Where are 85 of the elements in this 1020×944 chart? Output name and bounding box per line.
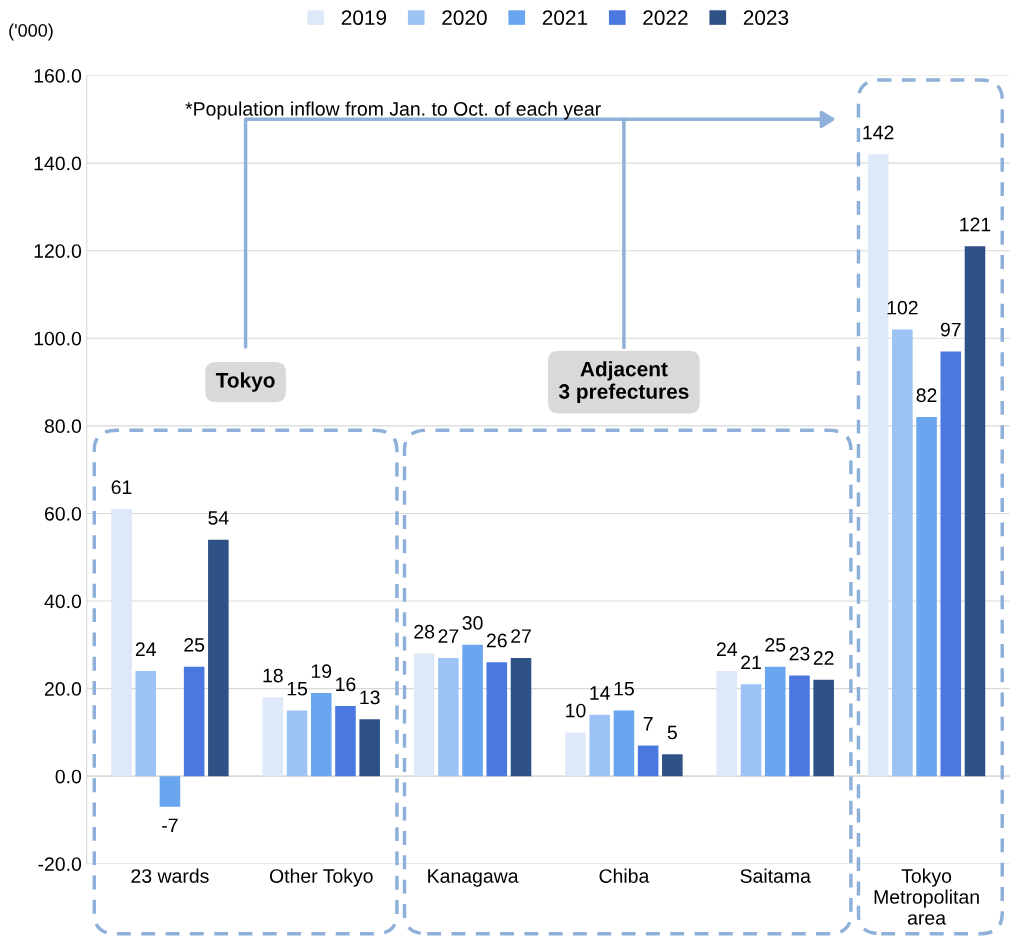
data-label: 5 <box>667 725 677 740</box>
bar <box>159 776 181 807</box>
data-label: 102 <box>887 300 918 315</box>
data-label: 28 <box>414 624 435 639</box>
y-tick-label: 120.0 <box>34 244 82 258</box>
annotation: *Population inflow from Jan. to Oct. of each year <box>185 101 601 120</box>
data-label: 25 <box>765 637 786 652</box>
data-label: 27 <box>511 629 531 643</box>
data-label: 15 <box>614 681 634 696</box>
bar <box>892 329 913 777</box>
bar <box>964 246 986 777</box>
bar <box>335 706 356 777</box>
data-label: 61 <box>111 480 132 495</box>
data-label: -7 <box>162 818 178 833</box>
data-label: 27 <box>438 629 459 643</box>
bar <box>359 719 380 777</box>
data-label: 121 <box>960 217 991 232</box>
bar <box>183 666 205 777</box>
bar <box>867 154 889 777</box>
bar <box>740 684 762 777</box>
data-label: 82 <box>916 388 937 403</box>
x-tick-label: Other Tokyo <box>269 868 373 887</box>
bar <box>916 417 937 777</box>
data-label: 13 <box>360 690 380 705</box>
text: ('000) <box>9 23 53 41</box>
bar <box>486 662 508 777</box>
y-tick-label: 60.0 <box>44 506 82 521</box>
bar <box>462 644 483 777</box>
bar <box>637 745 659 777</box>
bar <box>589 714 610 777</box>
data-label: 54 <box>208 511 229 525</box>
legend-label: 2021 <box>542 10 588 26</box>
legend-label: 2022 <box>643 10 688 26</box>
data-label: 25 <box>184 637 205 652</box>
data-label: 26 <box>486 633 507 648</box>
bar <box>262 697 284 777</box>
bar <box>789 675 810 777</box>
data-label: 97 <box>940 322 961 337</box>
bar <box>111 509 132 777</box>
data-label: 142 <box>863 125 894 140</box>
data-label: 24 <box>135 642 156 656</box>
data-label: 30 <box>462 616 483 630</box>
data-label: 22 <box>813 651 834 665</box>
x-tick-label: Tokyo Metropolitan area <box>874 868 979 925</box>
bar <box>716 671 738 777</box>
data-label: 7 <box>643 717 653 731</box>
bar <box>510 657 532 777</box>
bar <box>662 754 683 777</box>
y-tick-label: 0.0 <box>55 769 82 784</box>
y-tick-label: -20.0 <box>38 857 82 871</box>
data-label: 18 <box>263 668 283 683</box>
data-label: 15 <box>287 681 308 696</box>
data-label: 23 <box>789 646 810 661</box>
bar <box>613 710 635 777</box>
y-tick-label: 20.0 <box>44 682 82 696</box>
y-tick-label: 160.0 <box>34 68 82 83</box>
bar <box>413 653 435 777</box>
y-tick-label: 40.0 <box>44 594 82 609</box>
bar <box>286 710 308 777</box>
x-tick-label: Saitama <box>740 868 811 883</box>
legend-label: 2023 <box>743 10 789 26</box>
bar <box>940 351 962 777</box>
x-tick-label: Chiba <box>599 868 650 883</box>
bar <box>310 692 332 777</box>
x-tick-label: 23 wards <box>131 868 209 883</box>
bar <box>438 657 459 777</box>
annotation: Adjacent 3 prefectures <box>558 361 689 403</box>
y-tick-label: 80.0 <box>44 419 82 434</box>
data-label: 19 <box>311 664 332 679</box>
bar <box>764 666 786 777</box>
bar <box>208 539 229 777</box>
data-label: 14 <box>590 686 610 700</box>
data-label: 21 <box>741 655 761 670</box>
data-label: 10 <box>566 703 586 718</box>
annotation: Tokyo <box>215 372 275 392</box>
bar <box>813 679 834 777</box>
data-label: 24 <box>716 642 738 656</box>
data-label: 16 <box>336 677 356 692</box>
legend-label: 2019 <box>341 10 387 26</box>
bar <box>565 732 586 777</box>
y-tick-label: 140.0 <box>34 156 82 171</box>
y-tick-label: 100.0 <box>34 331 82 346</box>
legend-label: 2020 <box>442 10 487 26</box>
bar <box>135 671 157 777</box>
x-tick-label: Kanagawa <box>428 869 519 887</box>
